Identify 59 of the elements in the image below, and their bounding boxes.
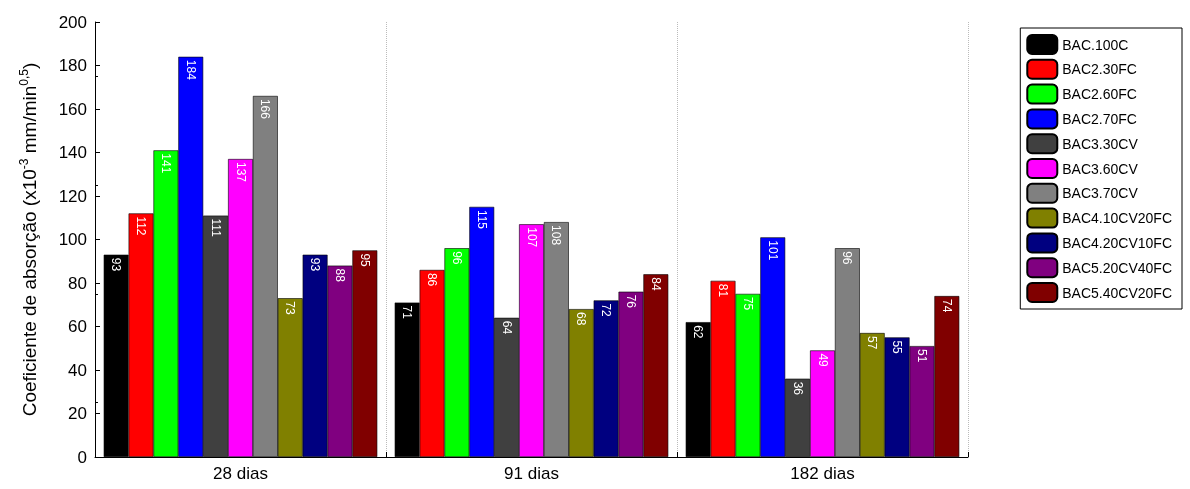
data-label: 81: [716, 283, 731, 298]
legend-label: BAC2.60FC: [1062, 86, 1137, 103]
data-label: 184: [183, 59, 198, 81]
x-tick-label: 91 dias: [504, 464, 559, 483]
legend-label: BAC4.20CV10FC: [1062, 234, 1172, 251]
legend-label: BAC.100C: [1062, 36, 1129, 53]
data-label: 137: [233, 162, 248, 183]
legend-label: BAC5.20CV40FC: [1062, 259, 1172, 276]
data-label: 93: [308, 257, 323, 272]
data-label: 95: [357, 253, 372, 268]
data-label: 68: [574, 312, 589, 326]
data-label: 76: [623, 294, 638, 309]
data-label: 74: [939, 299, 954, 313]
data-label: 75: [740, 296, 755, 311]
data-label: 141: [158, 153, 173, 174]
data-label: 101: [765, 240, 780, 261]
data-label: 107: [524, 227, 539, 248]
data-label: 49: [815, 353, 830, 368]
legend-label: BAC2.30FC: [1062, 61, 1137, 78]
data-label: 62: [691, 325, 706, 339]
data-label: 73: [283, 301, 298, 315]
y-tick-label: 200: [58, 12, 87, 32]
y-tick-label: 160: [58, 99, 87, 119]
y-tick-label: 40: [68, 360, 87, 380]
legend-label: BAC3.60CV: [1062, 160, 1139, 177]
data-label: 71: [400, 305, 415, 320]
y-axis-title: Coeficiente de absorção (x10-3 mm/min0,5): [17, 62, 40, 417]
x-tick-label: 182 dias: [790, 464, 855, 483]
data-label: 96: [840, 251, 855, 265]
data-label: 93: [109, 257, 124, 272]
y-tick-label: 0: [77, 447, 87, 467]
data-label: 51: [914, 349, 929, 363]
data-label: 72: [599, 303, 614, 318]
y-tick-label: 80: [68, 273, 87, 293]
data-label: 115: [474, 209, 489, 230]
data-label: 111: [208, 218, 223, 238]
data-label: 64: [499, 320, 514, 335]
data-label: 86: [425, 272, 440, 287]
data-label: 57: [865, 336, 880, 350]
x-tick-label: 28 dias: [213, 464, 268, 483]
data-label: 84: [648, 277, 663, 291]
legend-label: BAC2.70FC: [1062, 110, 1137, 127]
y-tick-label: 120: [58, 186, 87, 206]
data-label: 36: [790, 381, 805, 396]
y-tick-label: 140: [58, 143, 87, 162]
y-tick-label: 100: [58, 230, 87, 249]
y-tick-label: 20: [68, 404, 87, 423]
y-tick-label: 60: [68, 317, 87, 336]
data-label: 112: [134, 216, 149, 236]
data-label: 166: [258, 98, 273, 120]
data-label: 96: [449, 251, 464, 265]
data-label: 55: [890, 340, 905, 355]
legend-label: BAC3.30CV: [1062, 135, 1139, 152]
legend-label: BAC5.40CV20FC: [1062, 284, 1172, 301]
data-label: 108: [549, 225, 564, 246]
y-tick-label: 180: [58, 56, 87, 75]
legend-label: BAC3.70CV: [1062, 185, 1139, 202]
data-label: 88: [332, 268, 347, 283]
legend-label: BAC4.10CV20FC: [1062, 210, 1172, 227]
